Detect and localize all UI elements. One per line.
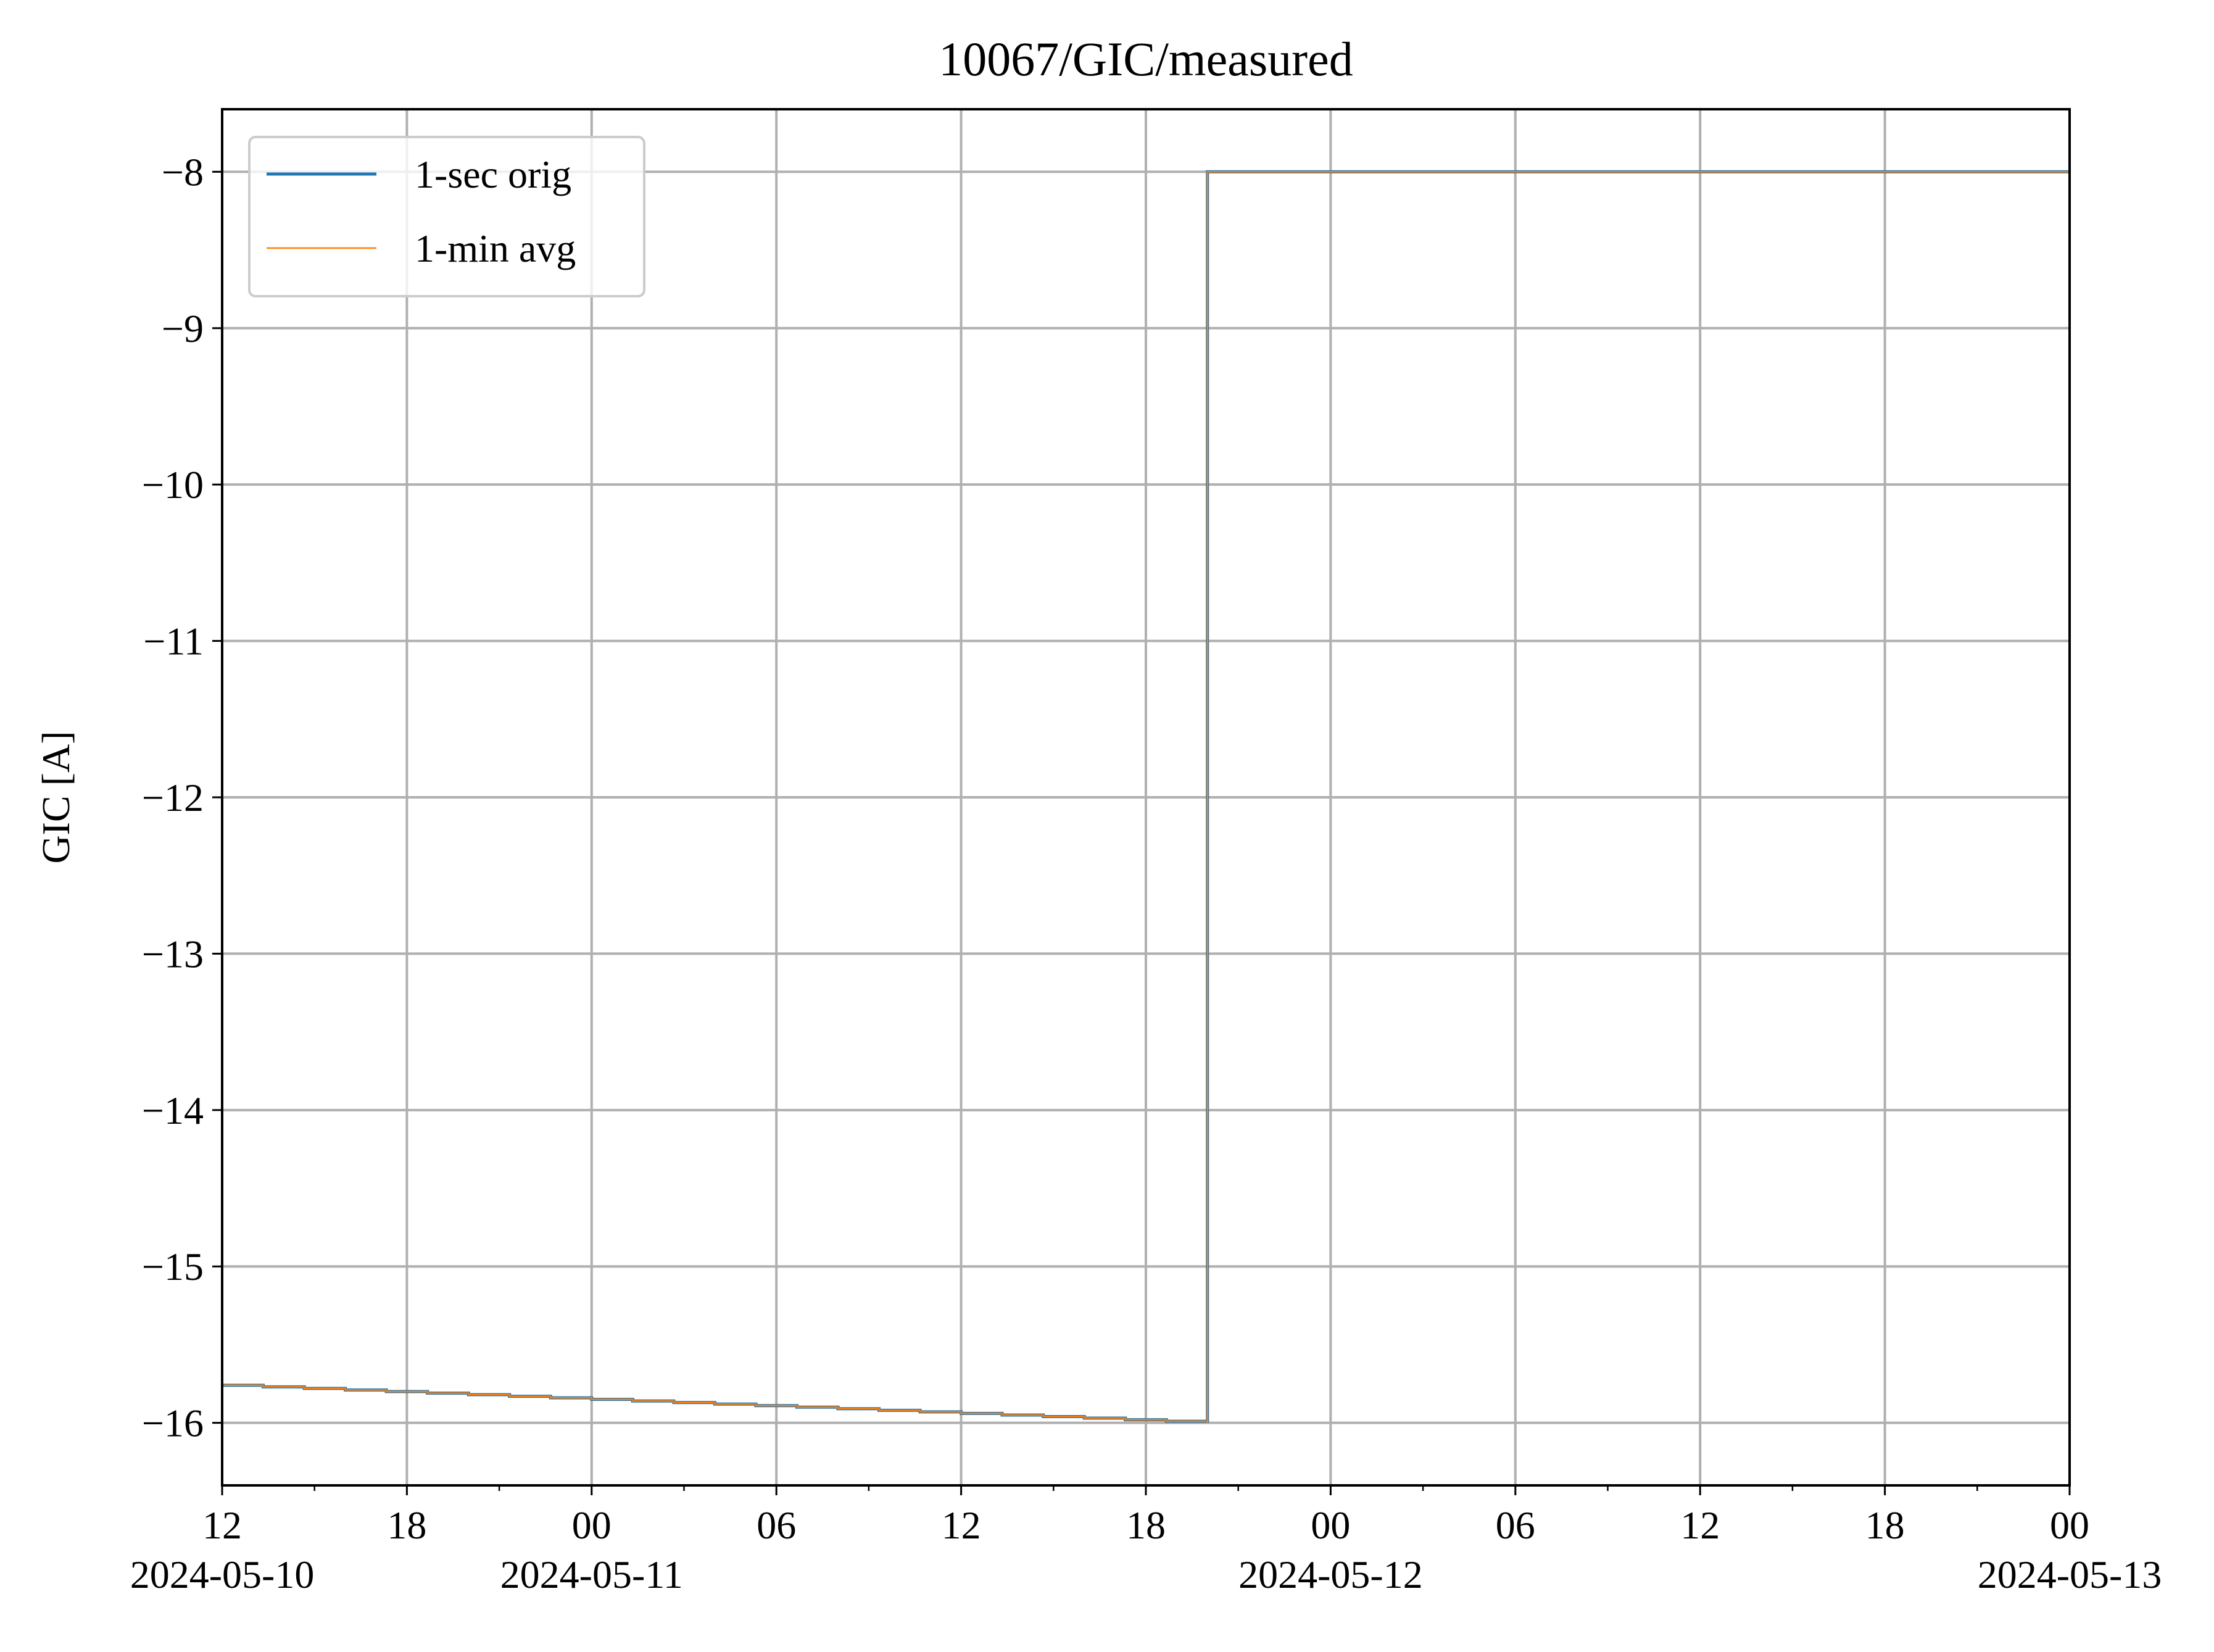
- y-tick-label: −15: [142, 1245, 204, 1289]
- series-lines: [222, 170, 2070, 1423]
- x-tick-label: 18: [1865, 1503, 1905, 1547]
- legend-label-1-min-avg: 1-min avg: [415, 226, 576, 270]
- y-tick-label: −8: [162, 150, 204, 194]
- y-tick-label: −13: [142, 932, 204, 976]
- y-tick-label: −16: [142, 1401, 204, 1445]
- x-tick-label: 12: [942, 1503, 981, 1547]
- x-tick-label: 00: [2050, 1503, 2089, 1547]
- x-date-label: 2024-05-11: [500, 1553, 683, 1596]
- x-tick-label: 00: [1311, 1503, 1350, 1547]
- x-date-label: 2024-05-10: [130, 1553, 315, 1596]
- x-tick-label: 06: [1496, 1503, 1535, 1547]
- x-date-label: 2024-05-13: [1978, 1553, 2162, 1596]
- axis-ticks: −8 −9 −10 −11 −12 −13 −14 −15 −16 12 2024-05-10 18 0…: [130, 150, 2162, 1596]
- x-date-label: 2024-05-12: [1238, 1553, 1423, 1596]
- x-tick-label: 06: [757, 1503, 796, 1547]
- legend-box: [248, 136, 645, 297]
- y-tick-label: −12: [142, 776, 204, 820]
- x-tick-label: 12: [1680, 1503, 1720, 1547]
- y-axis-label: GIC [A]: [34, 731, 78, 863]
- y-tick-label: −14: [142, 1089, 204, 1132]
- x-tick-label: 18: [387, 1503, 426, 1547]
- series-line-1-min-avg: [222, 171, 2070, 1423]
- x-tick-label: 12: [202, 1503, 242, 1547]
- y-tick-label: −9: [162, 307, 204, 351]
- legend-label-1-sec-orig: 1-sec orig: [415, 152, 571, 196]
- grid-lines: [221, 109, 2071, 1485]
- x-tick-label: 00: [572, 1503, 612, 1547]
- x-tick-label: 18: [1126, 1503, 1166, 1547]
- y-tick-label: −11: [143, 620, 204, 663]
- legend: 1-sec orig 1-min avg: [248, 136, 645, 297]
- y-tick-label: −10: [142, 463, 204, 507]
- chart-title: 10067/GIC/measured: [939, 32, 1353, 86]
